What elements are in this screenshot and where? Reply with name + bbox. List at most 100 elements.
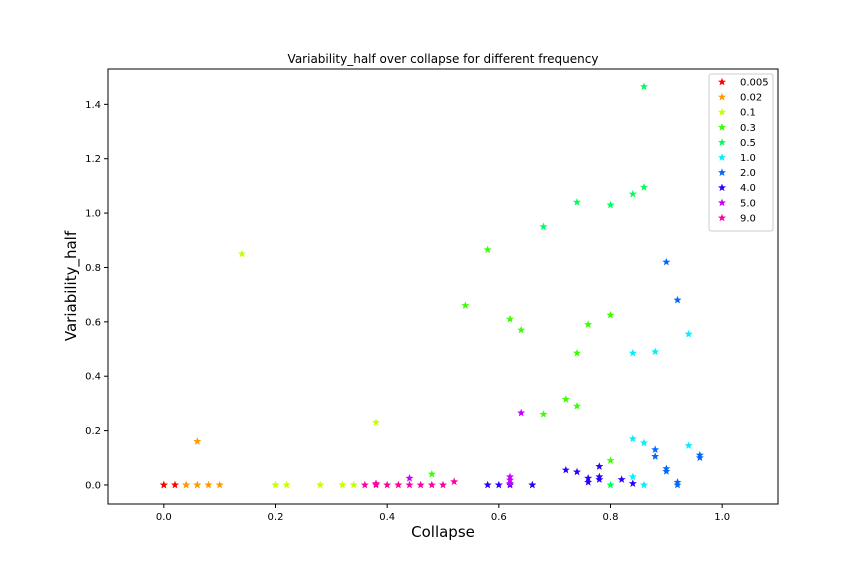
data-point — [372, 418, 380, 426]
x-tick-label: 0.2 — [268, 512, 284, 523]
data-point — [517, 408, 526, 417]
y-tick-label: 1.2 — [85, 154, 101, 165]
data-point — [617, 475, 626, 483]
legend-entry: 0.1 — [740, 108, 756, 119]
legend-marker — [718, 198, 726, 207]
data-point — [159, 480, 168, 489]
y-tick-label: 0.0 — [85, 480, 101, 491]
data-point — [171, 480, 179, 489]
legend-entry: 9.0 — [740, 213, 756, 224]
data-point — [405, 480, 414, 489]
x-tick-label: 1.0 — [714, 512, 730, 523]
data-point — [238, 249, 246, 258]
plot-frame — [107, 68, 779, 505]
data-point — [483, 245, 492, 254]
data-point — [204, 480, 213, 489]
data-point — [662, 257, 671, 266]
data-point — [461, 301, 470, 309]
data-point — [640, 438, 648, 447]
x-tick-label: 0.0 — [156, 512, 172, 523]
data-point — [483, 480, 492, 489]
chart-title: Variability_half over collapse for diffe… — [288, 52, 599, 66]
data-point — [405, 473, 414, 482]
data-point — [372, 480, 380, 489]
data-point — [360, 480, 369, 489]
data-point — [561, 465, 570, 474]
legend-marker — [718, 108, 726, 116]
data-point — [506, 479, 514, 488]
y-tick-label: 0.6 — [85, 317, 101, 328]
plot-area — [159, 82, 704, 489]
legend-marker — [718, 77, 726, 86]
data-point — [584, 478, 593, 486]
legend-marker — [718, 183, 726, 192]
legend-box — [708, 73, 774, 232]
data-point — [383, 480, 392, 489]
data-point — [673, 480, 682, 489]
data-point — [628, 479, 637, 488]
data-point — [193, 480, 202, 489]
data-point — [539, 410, 548, 418]
data-point — [539, 222, 548, 231]
data-point — [573, 467, 581, 476]
y-axis-label: Variability_half — [62, 230, 81, 341]
y-tick-label: 0.4 — [85, 372, 101, 383]
legend-entry: 0.005 — [740, 78, 769, 89]
data-point — [684, 441, 693, 449]
data-point — [606, 456, 615, 464]
data-point — [606, 480, 615, 489]
data-point — [640, 82, 648, 91]
legend-entry: 0.5 — [740, 138, 756, 149]
data-point — [506, 314, 514, 323]
data-point — [695, 453, 704, 462]
legend-entry: 2.0 — [740, 168, 756, 179]
data-point — [628, 189, 637, 198]
data-point — [416, 480, 425, 489]
legend-entry: 0.3 — [740, 123, 756, 134]
legend-entry: 0.02 — [740, 93, 762, 104]
legend-marker — [718, 153, 726, 161]
data-point — [628, 434, 637, 443]
data-point — [427, 480, 436, 489]
data-point — [651, 347, 660, 356]
data-point — [573, 348, 581, 357]
data-point — [673, 295, 682, 304]
y-tick-label: 1.4 — [85, 100, 101, 111]
data-point — [282, 480, 291, 489]
legend-marker — [718, 138, 726, 146]
data-point — [573, 198, 581, 206]
data-point — [595, 475, 604, 483]
data-point — [640, 183, 648, 191]
legend-entry: 5.0 — [740, 198, 756, 209]
data-point — [427, 469, 436, 478]
legend-marker — [718, 213, 726, 222]
data-point — [628, 472, 637, 481]
data-point — [662, 467, 671, 475]
y-tick-label: 0.2 — [85, 426, 101, 437]
data-point — [494, 480, 503, 489]
data-point — [595, 462, 604, 470]
legend-entry: 1.0 — [740, 153, 756, 164]
data-point — [182, 480, 191, 489]
data-point — [517, 325, 526, 334]
data-point — [394, 480, 403, 489]
data-point — [584, 473, 593, 482]
x-axis: 0.0 0.2 0.4 0.6 0.8 1.0 — [156, 504, 730, 523]
legend: 0.005 0.02 0.1 0.3 0.5 1.0 2.0 4.0 5.0 9.0 — [708, 73, 774, 232]
data-point — [450, 477, 459, 486]
data-point — [528, 480, 537, 489]
legend-entry: 4.0 — [740, 183, 756, 194]
data-point — [439, 480, 447, 489]
x-tick-label: 0.8 — [603, 512, 619, 523]
x-tick-label: 0.6 — [491, 512, 507, 523]
data-point — [651, 445, 660, 454]
data-point — [606, 200, 615, 209]
y-tick-label: 1.0 — [85, 209, 101, 220]
data-point — [628, 348, 637, 357]
data-point — [338, 480, 347, 489]
data-point — [606, 310, 615, 319]
data-point — [349, 480, 358, 489]
data-point — [193, 437, 202, 445]
data-point — [640, 480, 648, 489]
